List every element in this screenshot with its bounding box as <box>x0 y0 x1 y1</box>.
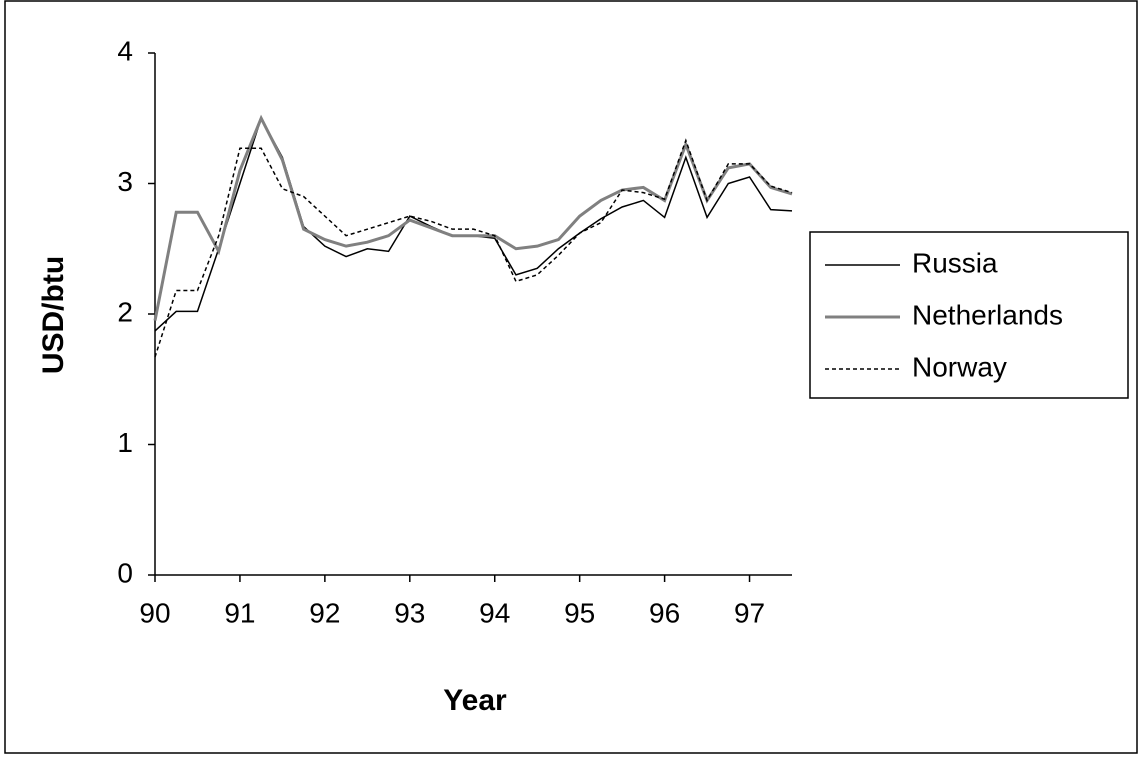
x-tick-label: 97 <box>734 597 765 628</box>
x-tick-label: 90 <box>139 597 170 628</box>
legend-label: Russia <box>912 247 998 278</box>
x-tick-label: 96 <box>649 597 680 628</box>
series-line <box>154 138 793 358</box>
x-tick-label: 93 <box>394 597 425 628</box>
x-tick-label: 95 <box>564 597 595 628</box>
y-tick-label: 2 <box>117 296 133 327</box>
x-tick-label: 92 <box>309 597 340 628</box>
series-line <box>153 114 793 321</box>
legend-label: Netherlands <box>912 299 1063 330</box>
y-axis-title: USD/btu <box>37 256 70 374</box>
x-axis-title: Year <box>443 684 507 717</box>
y-tick-label: 1 <box>117 427 133 458</box>
y-tick-label: 4 <box>117 35 133 66</box>
y-tick-label: 3 <box>117 166 133 197</box>
y-tick-label: 0 <box>117 557 133 588</box>
legend-label: Norway <box>912 351 1007 382</box>
x-tick-label: 94 <box>479 597 510 628</box>
x-tick-label: 91 <box>224 597 255 628</box>
legend-box <box>809 231 1129 399</box>
